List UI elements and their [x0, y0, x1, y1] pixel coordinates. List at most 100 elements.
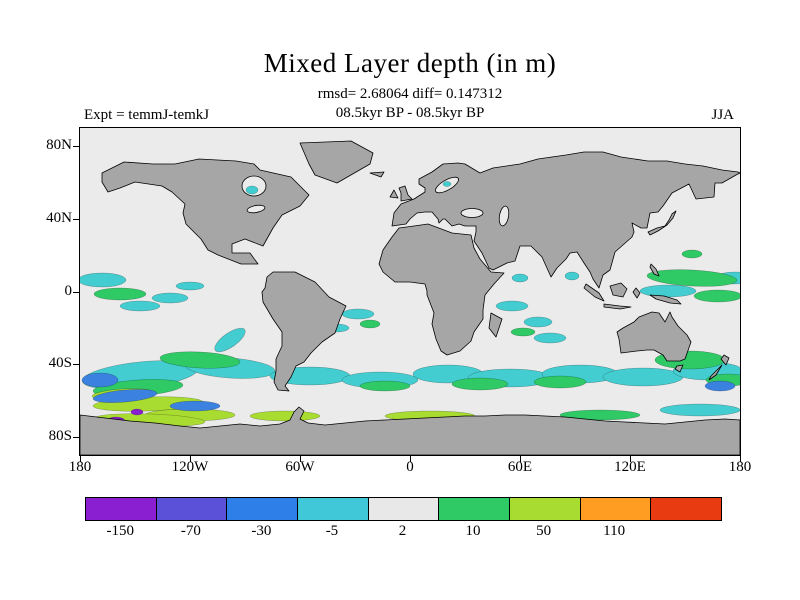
lat-tick-mark [73, 218, 79, 220]
island-new-zealand-north [720, 354, 730, 366]
lon-tick-label: 120E [614, 459, 646, 475]
island-borneo [609, 282, 628, 298]
island-greenland [299, 140, 374, 184]
lon-tick-mark [740, 456, 741, 462]
anomaly-patch-cyan [523, 316, 553, 328]
anomaly-patch-green [646, 269, 738, 287]
caspian-sea [498, 205, 510, 227]
lon-tick-label: 180 [68, 459, 92, 475]
island-sumatra [583, 283, 605, 302]
colorbar-cell [438, 498, 510, 520]
lon-tick-label: 60W [285, 459, 315, 475]
lon-tick-mark [410, 456, 411, 462]
lon-tick-label: 180 [728, 459, 752, 475]
lat-tick-label: 40S [48, 355, 72, 372]
black-sea [460, 208, 484, 218]
anomaly-patch-cyan [639, 284, 697, 298]
lon-tick-label: 0 [406, 459, 414, 475]
anomaly-patch-blue [92, 389, 158, 403]
lon-tick-label: 60E [507, 459, 533, 475]
anomaly-patch-green [159, 351, 241, 369]
colorbar-level-label: -30 [251, 523, 272, 539]
island-ireland [389, 189, 399, 199]
island-iceland [369, 171, 385, 178]
anomaly-patch-blue [81, 372, 119, 388]
island-philippines [649, 263, 660, 277]
anomaly-patch-cyan [511, 273, 529, 283]
season-label: JJA [711, 107, 734, 123]
colorbar-level-label: 110 [603, 523, 626, 539]
colorbar-labels: -150 -70 -30 -5 2 10 50 110 [85, 523, 720, 543]
map-frame [77, 127, 756, 456]
anomaly-patch-green [533, 375, 587, 389]
island-madagascar [488, 312, 503, 338]
anomaly-patch-cyan [341, 308, 375, 320]
colorbar-level-label: -70 [180, 523, 201, 539]
island-tasmania [674, 364, 684, 373]
anomaly-patch-green [559, 409, 641, 421]
lat-tick-mark [73, 291, 79, 293]
anomaly-patch-cyan [175, 281, 205, 291]
lat-tick-label: 40N [46, 209, 72, 226]
colorbar-cell [226, 498, 298, 520]
colorbar-level-label: 50 [536, 523, 552, 539]
island-sulawesi [632, 287, 641, 299]
anomaly-patch-blue [169, 400, 221, 412]
anomaly-patch-cyan [77, 272, 127, 288]
island-great-britain [398, 185, 413, 202]
colorbar-cell [297, 498, 368, 520]
lat-tick-mark [73, 146, 79, 148]
lon-tick-mark [80, 456, 81, 462]
anomaly-patch-cyan [564, 271, 580, 281]
anomaly-patch-purple [130, 408, 144, 416]
anomaly-patch-green [693, 289, 743, 303]
colorbar [85, 497, 722, 521]
page-title: Mixed Layer depth (in m) [263, 48, 557, 78]
island-new-guinea [649, 294, 682, 305]
anomaly-patch-blue [704, 380, 736, 392]
stats-line: rmsd= 2.68064 diff= 0.147312 [317, 86, 503, 102]
anomaly-patch-green [451, 377, 509, 391]
header-row: Expt = temmJ-temkJ 08.5kyr BP - 08.5kyr … [80, 104, 740, 124]
anomaly-patch-cyan [659, 403, 741, 417]
colorbar-level-label: 10 [465, 523, 481, 539]
anomaly-patch-cyan [533, 332, 567, 344]
colorbar-level-label: -150 [106, 523, 135, 539]
world-map [77, 128, 756, 456]
anomaly-patch-green [359, 319, 381, 329]
anomaly-patch-cyan [214, 327, 246, 353]
anomaly-patch-yellowgreen [249, 410, 321, 422]
inland-anomaly-patches [245, 181, 452, 195]
lon-tick-mark [190, 456, 191, 462]
colorbar-cell [579, 498, 651, 520]
colorbar-cell [86, 498, 156, 520]
period-subtitle: 08.5kyr BP - 08.5kyr BP [335, 105, 485, 121]
anomaly-patch-cyan [245, 185, 259, 195]
great-lakes [246, 204, 266, 214]
lat-tick-mark [73, 436, 79, 438]
lon-tick-mark [520, 456, 521, 462]
anomaly-patch-cyan [495, 300, 529, 312]
anomaly-patch-green [510, 327, 536, 337]
continent-africa [378, 223, 505, 356]
colorbar-cell [155, 498, 227, 520]
island-japan [647, 210, 677, 236]
lon-tick-mark [630, 456, 631, 462]
continent-australia [616, 311, 692, 362]
continent-antarctica [79, 406, 741, 456]
lon-tick-label: 120W [171, 459, 209, 475]
colorbar-level-label: -5 [325, 523, 339, 539]
experiment-label: Expt = temmJ-temkJ [84, 107, 210, 123]
lat-tick-mark [73, 364, 79, 366]
continent-eurasia [391, 151, 741, 289]
lon-tick-mark [300, 456, 301, 462]
anomaly-patch-cyan [602, 367, 684, 387]
anomaly-patch-cyan [151, 292, 189, 304]
island-java [603, 303, 632, 310]
colorbar-cell [367, 498, 439, 520]
island-new-zealand-south [708, 364, 723, 381]
lat-tick-label: 80S [48, 427, 72, 444]
anomaly-patch-green [681, 249, 703, 259]
colorbar-cell [650, 498, 722, 520]
